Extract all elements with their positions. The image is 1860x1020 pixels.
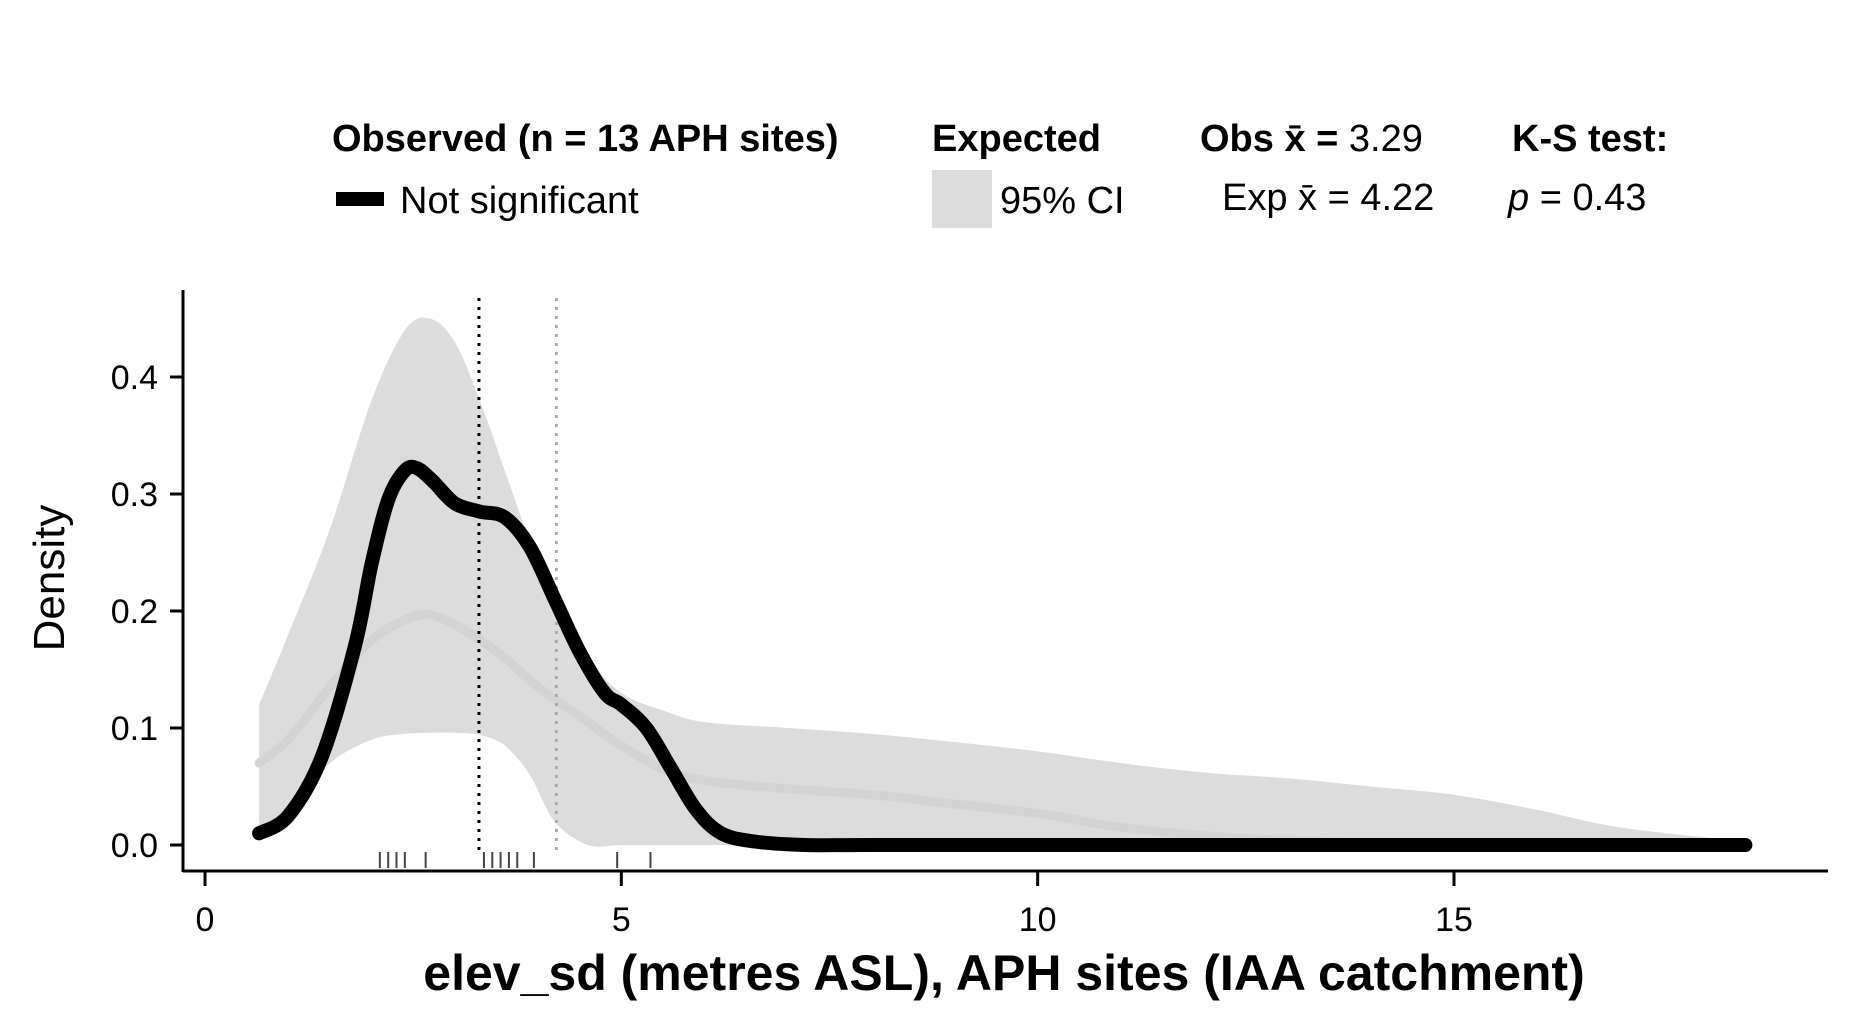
x-axis-title: elev_sd (metres ASL), APH sites (IAA cat… <box>423 945 1584 1001</box>
ci-band-layer <box>259 317 1746 847</box>
legend: Observed (n = 13 APH sites) Not signific… <box>332 118 1668 228</box>
mean-lines-layer <box>477 298 558 852</box>
y-tick-label: 0.2 <box>111 593 158 631</box>
x-tick-label: 10 <box>1019 901 1057 939</box>
legend-ks-p-value: = 0.43 <box>1529 177 1646 219</box>
legend-exp-mean: Exp x̄ = 4.22 <box>1222 177 1434 219</box>
x-tick-label: 5 <box>612 901 631 939</box>
observed-density-line <box>252 459 1753 853</box>
legend-observed-item: Not significant <box>400 180 639 222</box>
y-tick-label: 0.4 <box>111 359 158 397</box>
y-tick-label: 0.1 <box>111 710 158 748</box>
legend-expected-heading: Expected <box>932 118 1101 160</box>
legend-ks-result: p = 0.43 <box>1507 177 1646 219</box>
legend-exp-mean-label: Exp x̄ = <box>1222 177 1360 219</box>
rug-layer <box>378 852 652 868</box>
x-tick-label: 0 <box>196 901 215 939</box>
ci-band <box>259 317 1746 847</box>
legend-observed-heading: Observed (n = 13 APH sites) <box>332 118 839 160</box>
legend-obs-mean-value: 3.29 <box>1349 118 1423 160</box>
legend-ks-heading: K-S test: <box>1512 118 1668 160</box>
x-tick-label: 15 <box>1435 901 1473 939</box>
legend-obs-mean: Obs x̄ = 3.29 <box>1200 118 1423 160</box>
legend-ci-swatch <box>932 170 992 228</box>
legend-exp-mean-value: 4.22 <box>1360 177 1434 219</box>
axes <box>181 290 1828 873</box>
y-tick-label: 0.3 <box>111 476 158 514</box>
y-axis-title: Density <box>25 505 74 652</box>
legend-ci-item: 95% CI <box>1000 180 1125 222</box>
ticks: 0.0 0.1 0.2 0.3 0.4 0 5 10 15 <box>111 359 1473 939</box>
y-tick-label: 0.0 <box>111 827 158 865</box>
legend-ks-p-symbol: p <box>1507 177 1529 219</box>
legend-obs-mean-label: Obs x̄ = <box>1200 118 1349 160</box>
observed-line-layer <box>252 459 1753 853</box>
